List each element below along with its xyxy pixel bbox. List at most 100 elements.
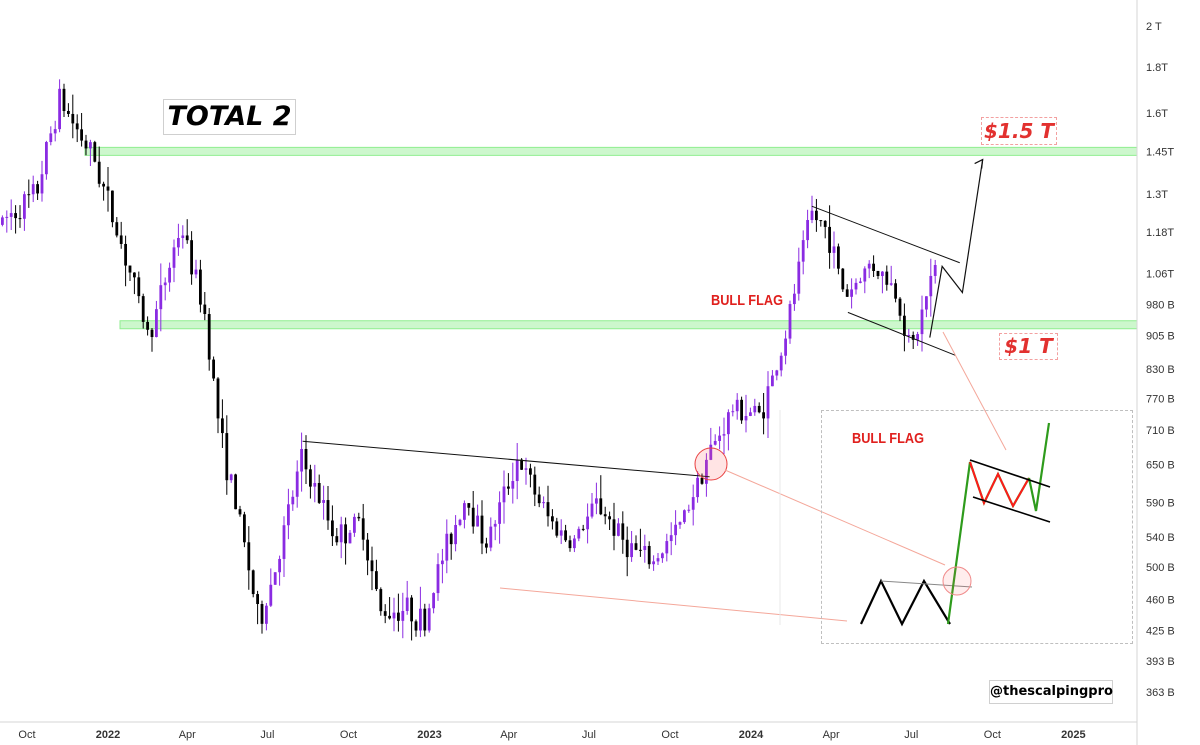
- candle-body: [625, 539, 629, 558]
- candle-body: [537, 494, 541, 504]
- candle-body: [84, 140, 88, 149]
- schematic-base-zigzag: [860, 578, 951, 627]
- candle-body: [331, 520, 334, 537]
- candle-body: [687, 509, 691, 511]
- x-tick-label: Oct: [340, 729, 357, 741]
- candle-body: [515, 459, 519, 482]
- candle-body: [410, 597, 413, 622]
- candle-body: [45, 142, 48, 175]
- candle-body: [753, 405, 757, 413]
- candle-body: [529, 468, 532, 475]
- candle-body: [36, 184, 39, 194]
- candle-body: [31, 184, 35, 195]
- candle-body: [287, 504, 290, 526]
- candle-body: [449, 533, 453, 545]
- candle-body: [361, 518, 365, 540]
- candle-body: [507, 486, 510, 489]
- candle-body: [49, 133, 53, 143]
- candle-body: [581, 528, 585, 530]
- candlestick-series: [1, 79, 937, 641]
- candle-body: [678, 522, 682, 525]
- candle-body: [788, 304, 792, 339]
- candle-body: [533, 474, 537, 495]
- candle-body: [1, 217, 4, 225]
- candle-body: [97, 161, 101, 184]
- pattern-label: BULL FLAG: [711, 292, 784, 309]
- candle-body: [797, 261, 801, 294]
- candle-body: [256, 594, 259, 605]
- candle-body: [317, 482, 321, 503]
- candle-body: [586, 516, 589, 530]
- candle-body: [243, 514, 246, 543]
- candle-body: [300, 448, 303, 472]
- candle-body: [128, 265, 132, 273]
- candle-body: [735, 399, 739, 412]
- breakout-highlight-circle: [694, 447, 728, 481]
- resistance-line: [302, 440, 710, 478]
- candle-body: [40, 174, 44, 194]
- y-tick-label: 425 B: [1146, 625, 1175, 637]
- chart-title: TOTAL 2: [163, 99, 296, 135]
- candle-body: [903, 315, 906, 336]
- candle-body: [199, 269, 202, 305]
- candle-body: [740, 399, 743, 421]
- candle-body: [53, 129, 57, 134]
- y-tick-label: 1.06T: [1146, 269, 1174, 281]
- candle-body: [656, 558, 660, 562]
- candle-body: [837, 246, 840, 269]
- candle-body: [14, 213, 17, 219]
- candle-body: [234, 474, 237, 510]
- candle-body: [894, 283, 897, 299]
- candle-body: [133, 272, 136, 278]
- candle-body: [471, 507, 475, 527]
- x-tick-label: 2023: [417, 729, 441, 741]
- candle-body: [445, 533, 449, 561]
- candle-body: [810, 210, 814, 221]
- candle-body: [661, 553, 664, 559]
- y-tick-label: 980 B: [1146, 299, 1175, 311]
- candle-body: [916, 334, 919, 340]
- candle-body: [476, 515, 479, 527]
- x-tick-label: Apr: [823, 729, 840, 741]
- candle-body: [106, 186, 110, 191]
- candle-body: [489, 526, 493, 548]
- y-tick-label: 460 B: [1146, 595, 1175, 607]
- y-tick-label: 500 B: [1146, 562, 1175, 574]
- candle-body: [159, 285, 163, 310]
- candle-body: [863, 268, 867, 282]
- schematic-flag-zigzag: [969, 461, 1030, 509]
- candle-body: [467, 503, 471, 508]
- candle-body: [524, 468, 528, 470]
- candle-body: [779, 355, 783, 371]
- connector-line: [499, 587, 848, 622]
- candle-body: [933, 265, 937, 276]
- candle-body: [793, 293, 796, 305]
- candle-body: [89, 142, 92, 149]
- candle-body: [203, 304, 207, 315]
- candle-body: [823, 220, 827, 227]
- candle-body: [881, 271, 884, 277]
- candle-body: [238, 509, 242, 515]
- x-tick-label: 2024: [739, 729, 764, 741]
- y-tick-label: 2 T: [1146, 21, 1162, 33]
- connector-line: [942, 331, 1007, 451]
- y-tick-label: 650 B: [1146, 460, 1175, 472]
- candle-body: [427, 608, 431, 631]
- candle-body: [172, 247, 176, 268]
- candle-body: [27, 194, 31, 196]
- x-tick-label: Apr: [500, 729, 517, 741]
- x-tick-label: Jul: [582, 729, 596, 741]
- candle-body: [502, 486, 506, 503]
- candle-body: [124, 243, 127, 266]
- candle-body: [392, 612, 396, 619]
- candle-body: [146, 321, 149, 330]
- candle-body: [722, 434, 726, 436]
- candle-body: [370, 560, 374, 572]
- level-label-1t: $1 T: [999, 333, 1058, 360]
- candle-body: [674, 524, 677, 536]
- candle-body: [9, 213, 13, 217]
- candle-body: [304, 448, 308, 470]
- candle-body: [867, 263, 871, 269]
- candle-body: [911, 334, 915, 340]
